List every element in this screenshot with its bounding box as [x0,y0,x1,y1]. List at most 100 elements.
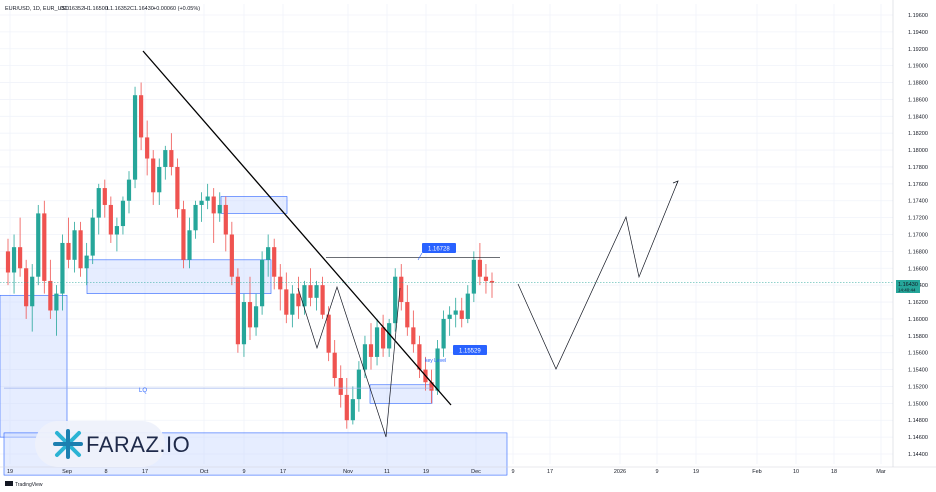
candle [374,318,380,366]
candle [78,221,83,277]
y-tick-label: 1.17600 [908,182,928,188]
candle [465,285,470,324]
candle-body [42,213,47,281]
candle-body [338,378,343,395]
candle-body [326,314,331,353]
projection-path [517,180,679,370]
candle-body [78,230,83,269]
candle-body [344,394,349,421]
y-tick-label: 1.15200 [908,384,928,390]
candle [18,217,23,277]
candle-body [205,196,210,201]
candle [139,82,144,151]
candle-body [290,293,295,315]
tradingview-text: TradingView [15,482,43,488]
candle [429,369,434,404]
x-tick-label: 18 [831,469,837,475]
candle [60,234,65,311]
candle [266,234,271,277]
candle-body [96,188,101,218]
low-value: L1.16352 [107,6,130,12]
x-tick-label: 17 [142,469,148,475]
candle [350,386,355,425]
tradingview-logo-icon [5,481,13,486]
candle-body [163,150,168,167]
y-tick-label: 1.17400 [908,199,928,205]
x-tick-label: 8 [104,469,107,475]
candle-body [477,259,482,277]
low-price-label: 1.15529 [453,345,487,355]
candle [169,133,174,176]
candle [393,268,398,332]
candle [368,323,374,370]
y-tick-label: 1.16000 [908,317,928,323]
y-tick-label: 1.16200 [908,300,928,306]
candle-body [411,327,416,345]
zone-nov [369,384,433,404]
candle-body [235,276,240,345]
candle-body [90,217,95,256]
candle-body [417,344,422,370]
candle [181,200,186,269]
candle [453,297,458,328]
y-tick-label: 1.14800 [908,418,928,424]
candle [199,192,204,222]
candle [30,264,35,332]
y-tick-label: 1.15800 [908,334,928,340]
candle [108,196,113,243]
candle [145,120,150,176]
y-tick-label: 1.18600 [908,97,928,103]
candle [459,297,464,328]
x-tick-label: 10 [793,469,799,475]
candles [5,82,495,429]
candle-body [139,95,144,138]
y-tick-label: 1.14400 [908,452,928,458]
candle-body [84,255,89,269]
candle-body [278,276,283,290]
candle [96,183,101,235]
top-label-pointer [417,252,423,261]
x-tick-label: 9 [242,469,245,475]
candle-body [272,247,277,277]
candle [42,200,47,294]
candle [229,221,234,286]
candle-body [211,196,216,214]
candle [308,268,313,307]
candle [441,310,446,357]
y-tick-label: 1.14600 [908,435,928,441]
candle-body [393,276,398,324]
candle-body [284,289,289,315]
x-tick-label: Dec [471,469,481,475]
axes: 1.19600 1.19400 1.19200 1.19000 1.18800 1.186… [0,0,936,475]
candle [320,276,325,319]
candle [241,293,247,357]
x-tick-label: 19 [423,469,429,475]
descending-trendline [142,50,452,406]
logo-text: FARAZ.IO [86,432,190,457]
top-price-label-text: 1.16728 [428,247,450,253]
x-tick-label: Mar [876,469,886,475]
candle-body [320,285,325,315]
key-level-label: key Level [425,358,446,364]
candle [84,242,89,286]
candle-body [181,209,186,260]
x-tick-label: 19 [693,469,699,475]
candle [36,204,41,286]
lq-label: LQ [139,388,147,394]
candle [193,200,198,239]
candle [411,310,416,353]
y-tick-label: 1.16800 [908,249,928,255]
y-tick-label: 1.19000 [908,64,928,70]
candle-body [157,166,162,193]
candle-body [145,137,150,159]
candle [471,251,476,303]
candle-body [296,293,301,307]
candle [54,285,59,336]
x-tick-label: 9 [655,469,658,475]
candle [417,335,422,379]
candle [66,217,71,269]
candle-body [24,268,29,307]
candle-body [241,302,247,345]
candle-body [435,348,440,391]
